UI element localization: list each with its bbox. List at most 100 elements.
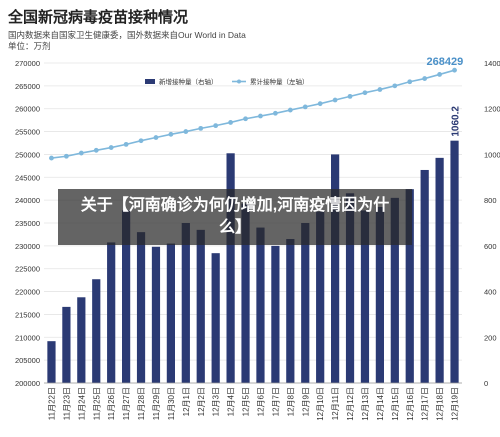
left-tick-label: 210000 bbox=[15, 333, 40, 342]
right-tick-label: 200 bbox=[484, 333, 497, 342]
right-tick-label: 600 bbox=[484, 242, 497, 251]
overlay-caption-text: 关于【河南确诊为何仍增加,河南疫情因为什么】 bbox=[80, 197, 390, 236]
bar bbox=[360, 210, 370, 383]
left-tick-label: 230000 bbox=[15, 242, 40, 251]
line-point bbox=[407, 79, 413, 85]
left-tick-label: 240000 bbox=[15, 196, 40, 205]
right-tick-label: 1400 bbox=[484, 59, 500, 68]
x-tick-label: 12月2日 bbox=[197, 387, 206, 416]
line-point bbox=[317, 101, 323, 107]
line-point bbox=[258, 113, 263, 119]
x-tick-label: 12月11日 bbox=[331, 387, 340, 420]
line-point bbox=[332, 97, 338, 103]
left-tick-label: 215000 bbox=[15, 310, 40, 319]
left-tick-label: 225000 bbox=[15, 265, 40, 274]
x-tick-label: 12月12日 bbox=[346, 387, 355, 421]
left-tick-label: 245000 bbox=[15, 173, 40, 182]
x-tick-label: 12月17日 bbox=[421, 387, 430, 421]
left-tick-label: 220000 bbox=[15, 288, 40, 297]
bar bbox=[77, 297, 86, 383]
line-point bbox=[228, 120, 234, 125]
legend-line-marker bbox=[237, 79, 241, 84]
bar bbox=[286, 239, 295, 383]
bar bbox=[241, 203, 250, 383]
bar bbox=[136, 232, 146, 383]
x-tick-label: 12月18日 bbox=[436, 387, 445, 421]
last-bar-value-label: 1060.2 bbox=[451, 106, 462, 137]
axes: 200000 205000 210000 215000 220000 225000 2300… bbox=[15, 59, 500, 421]
line-point bbox=[123, 141, 129, 147]
left-tick-label: 270000 bbox=[15, 59, 40, 68]
chart-unit: 单位：万剂 bbox=[8, 41, 51, 51]
left-tick-label: 255000 bbox=[15, 128, 40, 137]
x-tick-label: 11月23日 bbox=[62, 387, 71, 420]
line-point bbox=[108, 145, 114, 150]
line-point bbox=[183, 129, 189, 134]
line-point bbox=[168, 131, 174, 137]
bar bbox=[450, 140, 459, 383]
x-tick-label: 12月13日 bbox=[361, 387, 370, 421]
legend-line-label: 累计接种量（左轴） bbox=[250, 77, 309, 86]
x-tick-label: 11月27日 bbox=[122, 387, 131, 420]
bar bbox=[196, 229, 205, 383]
line-point bbox=[272, 110, 278, 116]
right-tick-label: 800 bbox=[484, 196, 497, 205]
annotations: 268429 1060.2 bbox=[427, 56, 464, 136]
line-point bbox=[78, 150, 84, 156]
left-tick-label: 250000 bbox=[15, 150, 40, 159]
line-point bbox=[213, 123, 219, 129]
x-tick-label: 12月5日 bbox=[242, 387, 251, 416]
x-tick-label: 12月19日 bbox=[451, 387, 460, 421]
bar bbox=[107, 242, 116, 383]
x-tick-label: 12月14日 bbox=[376, 387, 385, 421]
bar bbox=[122, 210, 131, 383]
line-point bbox=[422, 76, 428, 81]
bar bbox=[301, 223, 310, 383]
line-point bbox=[93, 147, 99, 153]
bar bbox=[331, 154, 340, 383]
x-tick-label: 12月8日 bbox=[286, 387, 295, 416]
bar bbox=[47, 341, 56, 383]
line-point bbox=[198, 125, 204, 131]
line-point bbox=[392, 83, 398, 89]
bar bbox=[181, 223, 190, 383]
line-point bbox=[63, 153, 69, 159]
x-tick-label: 12月6日 bbox=[256, 387, 265, 416]
x-tick-label: 12月7日 bbox=[271, 387, 280, 416]
chart-subtitle: 国内数据来自国家卫生健康委，国外数据来自Our World in Data bbox=[8, 30, 246, 40]
bar bbox=[166, 243, 175, 383]
x-tick-label: 11月30日 bbox=[167, 387, 176, 420]
x-tick-label: 12月1日 bbox=[182, 387, 191, 416]
cumulative-line bbox=[51, 69, 455, 159]
x-tick-label: 11月28日 bbox=[137, 387, 146, 420]
line-point bbox=[243, 116, 248, 122]
bar bbox=[420, 169, 429, 383]
chart-title: 全国新冠病毒疫苗接种情况 bbox=[8, 9, 189, 26]
legend: 新增接种量（右轴） 累计接种量（左轴） bbox=[145, 77, 309, 86]
x-tick-label: 11月26日 bbox=[107, 387, 116, 420]
bar bbox=[151, 246, 161, 383]
bar bbox=[390, 197, 399, 383]
x-tick-label: 11月22日 bbox=[47, 387, 56, 420]
left-tick-label: 235000 bbox=[15, 219, 40, 228]
left-tick-label: 205000 bbox=[15, 356, 40, 365]
right-tick-label: 1200 bbox=[484, 105, 500, 114]
bar bbox=[345, 193, 355, 383]
line-point bbox=[347, 93, 353, 99]
x-tick-label: 12月4日 bbox=[227, 387, 236, 416]
line-point bbox=[437, 72, 443, 77]
x-tick-label: 12月10日 bbox=[316, 387, 325, 421]
legend-bar-swatch bbox=[145, 79, 155, 84]
bar bbox=[211, 253, 220, 383]
line-series bbox=[49, 67, 457, 161]
bar bbox=[405, 189, 414, 383]
line-point bbox=[49, 155, 54, 161]
line-point bbox=[287, 107, 293, 113]
right-tick-label: 1000 bbox=[484, 150, 500, 159]
x-tick-label: 12月16日 bbox=[406, 387, 415, 421]
x-tick-label: 11月25日 bbox=[92, 387, 101, 420]
x-tick-label: 12月3日 bbox=[212, 387, 221, 416]
bar bbox=[62, 306, 71, 383]
x-tick-label: 12月9日 bbox=[301, 387, 310, 416]
